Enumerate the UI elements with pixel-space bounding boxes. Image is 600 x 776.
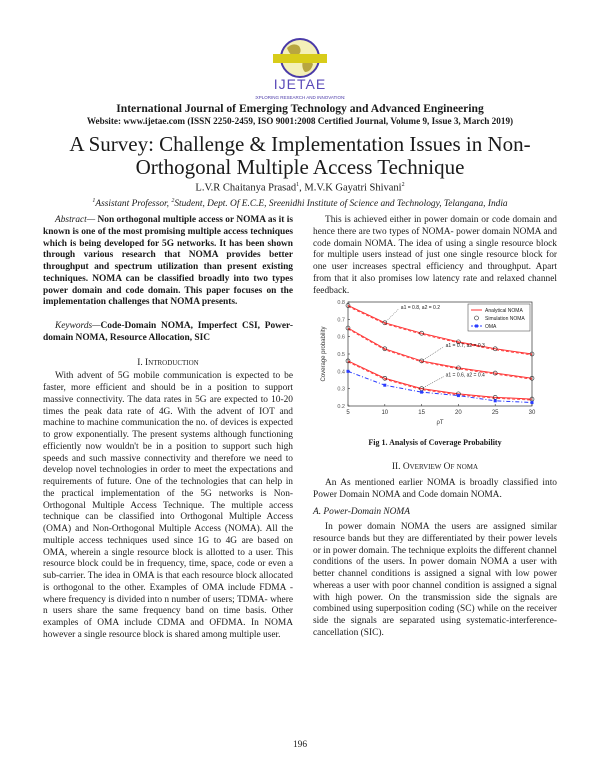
page-number: 196 <box>292 740 308 750</box>
series-line-1 <box>347 305 533 355</box>
figure-caption: Fig 1. Analysis of Coverage Probability <box>368 438 502 447</box>
subsection-heading: A. Power-Domain NOMA <box>313 507 410 518</box>
authors: L.V.R Chaitanya Prasad1, M.V.K Gayatri S… <box>0 182 600 194</box>
subsection-text: In power domain NOMA the users are assig… <box>313 522 557 638</box>
oma-marker <box>420 390 424 394</box>
simulation-marker <box>382 320 388 326</box>
coverage-chart: 5 10 15 20 25 30 0.2 0.3 0.4 0.5 0.6 0.7 0.8 ρT Covera… <box>316 294 556 430</box>
x-tick-label: 20 <box>455 410 462 416</box>
x-tick-label: 10 <box>381 410 388 416</box>
y-tick-label: 0.5 <box>337 352 345 358</box>
svg-text:IJETAE: IJETAE <box>274 76 326 92</box>
author-2-sup: 2 <box>401 182 405 188</box>
affiliation: 1Assistant Professor, 2Student, Dept. Of… <box>0 198 600 209</box>
x-tick-label: 30 <box>529 410 536 416</box>
right-column: This is achieved either in power domain … <box>313 215 557 297</box>
right-column-lower: II. Overview Of noma An As mentioned ear… <box>313 462 557 640</box>
legend-label: Analytical NOMA <box>485 308 523 314</box>
journal-name: International Journal of Emerging Techno… <box>116 102 484 115</box>
y-tick-label: 0.2 <box>337 404 345 410</box>
overview-heading: II. Overview Of noma <box>391 462 479 472</box>
aff-2-sup: 2 <box>171 198 175 204</box>
keywords-text: Code-Domain NOMA, Imperfect CSI, Power-d… <box>43 321 293 343</box>
oma-marker <box>456 394 460 398</box>
simulation-marker <box>419 358 424 364</box>
y-tick-label: 0.8 <box>337 300 345 306</box>
series-line-3 <box>347 360 533 400</box>
simulation-marker <box>529 375 535 381</box>
journal-logo: IJETAE EXPLORING RESEARCH AND INNOVATION… <box>253 36 347 104</box>
series-dash-2 <box>347 328 533 380</box>
legend-label: Simulation NOMA <box>485 316 525 322</box>
legend-swatch <box>474 315 479 321</box>
svg-text:EXPLORING RESEARCH AND INNOVAT: EXPLORING RESEARCH AND INNOVATIONS <box>255 95 345 100</box>
series-dash-1 <box>347 306 533 356</box>
abstract-text: Non orthogonal multiple access or NOMA a… <box>43 215 293 308</box>
x-tick-label: 15 <box>418 410 425 416</box>
series-line-2 <box>347 327 533 379</box>
journal-info: Website: www.ijetae.com (ISSN 2250-2459,… <box>86 116 514 126</box>
page-title: A Survey: Challenge & Implementation Iss… <box>0 133 600 179</box>
y-tick-label: 0.3 <box>337 387 345 393</box>
annotation-arrow <box>421 346 444 362</box>
annotation-arrow <box>421 376 444 389</box>
simulation-marker <box>456 365 461 371</box>
aff-2: Student, Dept. Of E.C.E, Sreenidhi Insti… <box>174 199 508 210</box>
simulation-marker <box>345 325 351 331</box>
legend-label: OMA <box>485 324 497 330</box>
aff-1-sup: 1 <box>92 198 96 204</box>
simulation-marker <box>419 330 424 336</box>
simulation-marker <box>345 358 351 364</box>
simulation-marker <box>529 351 535 357</box>
oma-marker <box>383 383 387 387</box>
title-line-1: A Survey: Challenge & Implementation Iss… <box>69 132 531 156</box>
annotation-label: a1 = 0.7, a2 = 0.3 <box>446 343 485 349</box>
simulation-marker <box>492 370 498 376</box>
simulation-marker <box>345 303 351 308</box>
simulation-marker <box>382 346 388 352</box>
keywords: Keywords—Code-Domain NOMA, Imperfect CSI… <box>43 321 293 345</box>
intro-text: With advent of 5G mobile communication i… <box>43 371 293 640</box>
overview-text: An As mentioned earlier NOMA is broadly … <box>313 477 557 500</box>
right-intro-text: This is achieved either in power domain … <box>313 215 557 296</box>
oma-marker <box>530 401 534 405</box>
title-line-2: Orthogonal Multiple Access Technique <box>135 155 465 179</box>
y-tick-label: 0.7 <box>337 317 345 323</box>
annotation-label: a1 = 0.8, a2 = 0.2 <box>401 305 440 311</box>
chart-svg: 5 10 15 20 25 30 0.2 0.3 0.4 0.5 0.6 0.7 0.8 ρT Covera… <box>321 300 536 426</box>
keywords-label: Keywords— <box>55 321 101 331</box>
author-sep: , <box>299 182 305 194</box>
oma-marker <box>493 399 497 403</box>
annotation-label: a1 = 0.6, a2 = 0.4 <box>446 373 485 379</box>
oma-marker <box>346 369 350 373</box>
simulation-marker <box>456 339 461 345</box>
simulation-marker <box>492 346 498 352</box>
intro-heading: I. Introduction <box>137 357 199 368</box>
author-1-sup: 1 <box>296 182 300 188</box>
x-tick-label: 5 <box>346 410 350 416</box>
simulation-marker <box>382 375 388 381</box>
y-tick-label: 0.6 <box>337 335 345 341</box>
abstract-label: Abstract— <box>55 215 96 225</box>
author-2: M.V.K Gayatri Shivani <box>304 182 402 194</box>
annotation-arrow <box>384 308 399 323</box>
author-1: L.V.R Chaitanya Prasad <box>195 182 297 194</box>
y-tick-label: 0.4 <box>337 369 345 375</box>
y-axis-label: Coverage probability <box>321 326 327 381</box>
aff-1: Assistant Professor, <box>95 199 172 210</box>
x-axis-label: ρT <box>436 420 443 426</box>
legend-swatch-marker <box>475 324 478 328</box>
abstract: Abstract— Non orthogonal multiple access… <box>43 215 293 309</box>
series-dash-3 <box>347 361 533 401</box>
left-column: Abstract— Non orthogonal multiple access… <box>43 215 293 642</box>
x-tick-label: 25 <box>492 410 499 416</box>
